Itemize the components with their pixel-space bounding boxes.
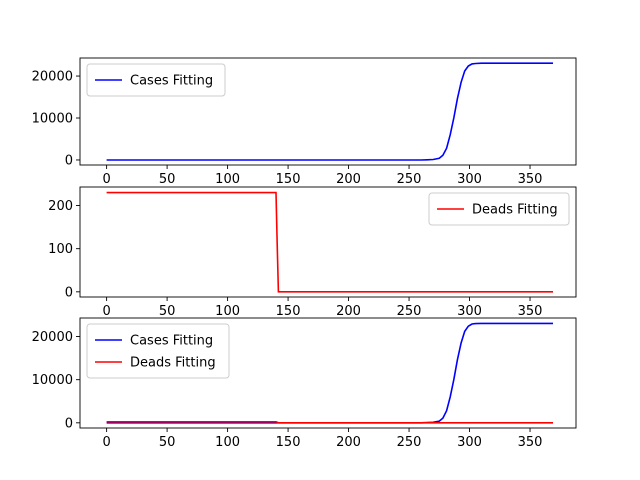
plot-frame bbox=[79, 317, 577, 429]
y-tick-label: 20000 bbox=[32, 70, 73, 85]
legend-box bbox=[86, 63, 226, 97]
x-tick-label: 300 bbox=[457, 435, 482, 450]
legend-box bbox=[428, 192, 570, 226]
x-tick-label: 0 bbox=[102, 435, 110, 450]
plot-frame bbox=[79, 186, 577, 298]
y-tick-label: 0 bbox=[65, 153, 73, 168]
x-tick-label: 50 bbox=[159, 435, 176, 450]
series-line-cases-fitting bbox=[106, 62, 553, 161]
x-tick-label: 250 bbox=[397, 172, 422, 187]
legend-box bbox=[86, 323, 230, 379]
legend: Cases Fitting Deads Fitting bbox=[86, 323, 230, 379]
y-tick-label: 10000 bbox=[32, 112, 73, 127]
x-tick-label: 350 bbox=[518, 304, 543, 319]
legend: Deads Fitting bbox=[428, 192, 570, 226]
x-tick-label: 200 bbox=[336, 304, 361, 319]
legend-label: Deads Fitting bbox=[130, 356, 216, 371]
series-line-deads-fitting bbox=[106, 191, 553, 293]
x-tick-label: 150 bbox=[276, 435, 301, 450]
x-tick-label: 100 bbox=[215, 172, 240, 187]
x-tick-label: 200 bbox=[336, 435, 361, 450]
x-tick-label: 0 bbox=[102, 172, 110, 187]
x-tick-label: 250 bbox=[397, 435, 422, 450]
x-tick-label: 350 bbox=[518, 172, 543, 187]
y-tick-label: 100 bbox=[48, 242, 73, 257]
x-tick-label: 150 bbox=[276, 172, 301, 187]
x-tick-label: 0 bbox=[102, 304, 110, 319]
legend: Cases Fitting bbox=[86, 63, 226, 97]
y-tick-label: 0 bbox=[65, 285, 73, 300]
y-tick-label: 200 bbox=[48, 199, 73, 214]
axes-3: 0 50 100 150 200 250 300 350 0 10000 20000 Cases Fi… bbox=[32, 317, 577, 450]
x-tick-label: 350 bbox=[518, 435, 543, 450]
x-tick-label: 300 bbox=[457, 304, 482, 319]
x-tick-label: 200 bbox=[336, 172, 361, 187]
axes-2: 0 50 100 150 200 250 300 350 0 100 200 Deads Fittin… bbox=[48, 186, 577, 319]
x-tick-label: 150 bbox=[276, 304, 301, 319]
legend-label: Cases Fitting bbox=[130, 334, 213, 349]
x-tick-label: 100 bbox=[215, 435, 240, 450]
x-tick-label: 300 bbox=[457, 172, 482, 187]
legend-label: Deads Fitting bbox=[472, 203, 558, 218]
legend-label: Cases Fitting bbox=[130, 74, 213, 89]
series-line-deads-fitting bbox=[106, 420, 553, 424]
x-tick-label: 50 bbox=[159, 304, 176, 319]
y-tick-label: 20000 bbox=[32, 330, 73, 345]
y-tick-label: 0 bbox=[65, 416, 73, 431]
x-tick-label: 50 bbox=[159, 172, 176, 187]
y-tick-label: 10000 bbox=[32, 373, 73, 388]
x-tick-label: 250 bbox=[397, 304, 422, 319]
axes-1: 0 50 100 150 200 250 300 350 0 10000 20000 Cases Fi… bbox=[32, 57, 577, 187]
plot-frame bbox=[79, 57, 577, 166]
x-tick-label: 100 bbox=[215, 304, 240, 319]
